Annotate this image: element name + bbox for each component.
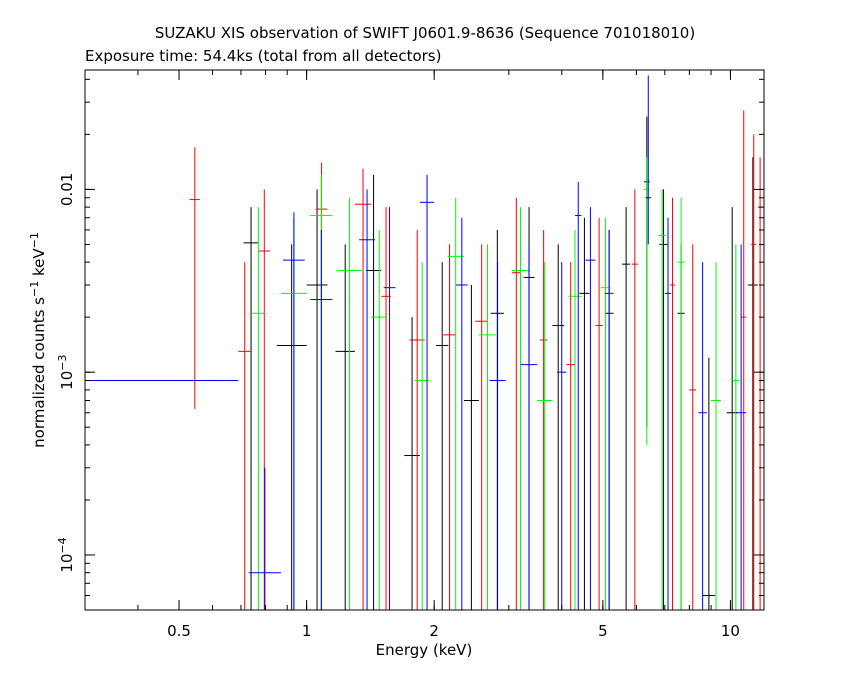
y-tick-label: 0.01 bbox=[58, 173, 76, 206]
y-tick-exponent: −4 bbox=[56, 537, 69, 553]
x-tick-label: 2 bbox=[429, 622, 439, 640]
y-tick-label: 10−3 bbox=[56, 355, 76, 390]
y-label-exponent: −1 bbox=[28, 232, 41, 248]
y-label-exponent: −1 bbox=[28, 281, 41, 297]
x-tick-label: 1 bbox=[302, 622, 312, 640]
y-tick-base: 10 bbox=[58, 554, 76, 573]
x-tick-label: 0.5 bbox=[167, 622, 191, 640]
series-3 bbox=[85, 75, 747, 610]
y-tick-base: 0.01 bbox=[58, 173, 76, 206]
data-layer bbox=[85, 75, 763, 610]
series-2 bbox=[251, 157, 740, 610]
x-tick-label: 5 bbox=[598, 622, 608, 640]
plot-frame bbox=[84, 69, 765, 611]
y-tick-label: 10−4 bbox=[56, 537, 76, 572]
series-1 bbox=[189, 110, 763, 610]
y-tick-base: 10 bbox=[58, 371, 76, 390]
y-axis-label: normalized counts s−1 keV−1 bbox=[28, 232, 48, 448]
y-tick-exponent: −3 bbox=[56, 355, 69, 371]
y-label-text: normalized counts s bbox=[30, 297, 48, 448]
chart-title: SUZAKU XIS observation of SWIFT J0601.9-… bbox=[155, 24, 695, 42]
y-label-text: keV bbox=[30, 248, 48, 281]
x-tick-label: 10 bbox=[721, 622, 740, 640]
x-axis-label: Energy (keV) bbox=[376, 641, 473, 659]
chart-subtitle: Exposure time: 54.4ks (total from all de… bbox=[85, 47, 441, 65]
